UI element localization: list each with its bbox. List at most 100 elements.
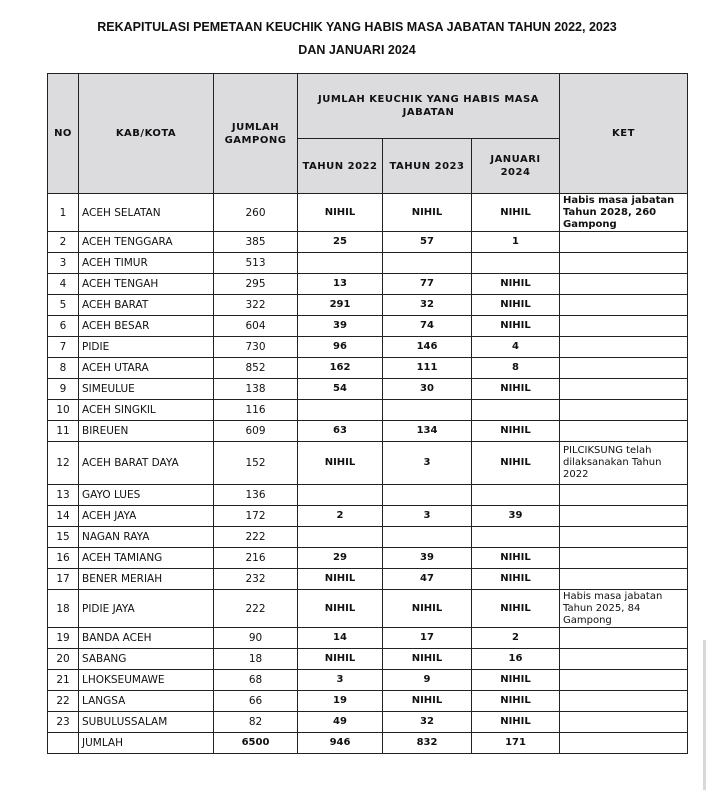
row-jumlah-gampong: 730 — [213, 336, 298, 358]
row-ket — [559, 315, 688, 337]
row-no: 15 — [47, 526, 79, 548]
table-row: 2 ACEH TENGGARA 385 25 57 1 — [47, 231, 688, 253]
row-2023 — [382, 484, 472, 506]
row-kab-kota: LHOKSEUMAWE — [78, 669, 214, 691]
row-jan-2024: 1 — [471, 231, 560, 253]
row-jan-2024: NIHIL — [471, 441, 560, 485]
row-jan-2024 — [471, 526, 560, 548]
row-2022: NIHIL — [297, 441, 383, 485]
row-kab-kota: ACEH UTARA — [78, 357, 214, 379]
row-ket — [559, 669, 688, 691]
row-2023: 17 — [382, 627, 472, 649]
row-jumlah-gampong: 82 — [213, 711, 298, 733]
row-2023: 32 — [382, 711, 472, 733]
row-kab-kota: ACEH SINGKIL — [78, 399, 214, 421]
table-row: 11 BIREUEN 609 63 134 NIHIL — [47, 420, 688, 442]
recap-table: NO KAB/KOTA JUMLAH GAMPONG JUMLAH KEUCHI… — [47, 73, 688, 754]
row-kab-kota: ACEH TENGGARA — [78, 231, 214, 253]
row-2022: 49 — [297, 711, 383, 733]
row-jan-2024: 4 — [471, 336, 560, 358]
table-row: 8 ACEH UTARA 852 162 111 8 — [47, 357, 688, 379]
row-no: 3 — [47, 252, 79, 274]
row-jumlah-gampong: 90 — [213, 627, 298, 649]
row-jan-2024: NIHIL — [471, 193, 560, 232]
row-ket — [559, 690, 688, 712]
row-2022: NIHIL — [297, 568, 383, 590]
row-2023: 134 — [382, 420, 472, 442]
table-row: 4 ACEH TENGAH 295 13 77 NIHIL — [47, 273, 688, 295]
row-2023: 39 — [382, 547, 472, 569]
row-2023: NIHIL — [382, 193, 472, 232]
row-2022: 13 — [297, 273, 383, 295]
row-2022: 291 — [297, 294, 383, 316]
row-jumlah-gampong: 68 — [213, 669, 298, 691]
row-no: 20 — [47, 648, 79, 670]
row-jumlah-gampong: 385 — [213, 231, 298, 253]
header-2023: TAHUN 2023 — [382, 138, 472, 194]
row-ket — [559, 294, 688, 316]
header-jan-2024: JANUARI 2024 — [471, 138, 560, 194]
total-2022: 946 — [297, 732, 383, 754]
row-jan-2024: NIHIL — [471, 420, 560, 442]
row-2022: NIHIL — [297, 193, 383, 232]
row-ket — [559, 357, 688, 379]
row-ket — [559, 484, 688, 506]
row-jan-2024: 16 — [471, 648, 560, 670]
row-2022 — [297, 399, 383, 421]
row-2022: 14 — [297, 627, 383, 649]
row-no: 9 — [47, 378, 79, 400]
row-jumlah-gampong: 609 — [213, 420, 298, 442]
row-kab-kota: ACEH BARAT DAYA — [78, 441, 214, 485]
row-ket — [559, 420, 688, 442]
row-jumlah-gampong: 295 — [213, 273, 298, 295]
row-2022: NIHIL — [297, 589, 383, 628]
row-kab-kota: SABANG — [78, 648, 214, 670]
total-row: JUMLAH 6500 946 832 171 — [47, 732, 688, 754]
row-kab-kota: ACEH JAYA — [78, 505, 214, 527]
row-2022 — [297, 526, 383, 548]
header-kab-kota: KAB/KOTA — [78, 73, 214, 194]
row-2022: 54 — [297, 378, 383, 400]
row-2023: 3 — [382, 505, 472, 527]
row-kab-kota: BANDA ACEH — [78, 627, 214, 649]
row-ket: Habis masa jabatan Tahun 2025, 84 Gampon… — [559, 589, 688, 628]
row-2022: 29 — [297, 547, 383, 569]
row-jumlah-gampong: 152 — [213, 441, 298, 485]
row-ket — [559, 568, 688, 590]
row-jumlah-gampong: 260 — [213, 193, 298, 232]
row-ket — [559, 252, 688, 274]
row-no: 11 — [47, 420, 79, 442]
scrollbar[interactable] — [703, 640, 706, 790]
row-ket — [559, 378, 688, 400]
table-row: 9 SIMEULUE 138 54 30 NIHIL — [47, 378, 688, 400]
row-2022: 2 — [297, 505, 383, 527]
row-jan-2024: 2 — [471, 627, 560, 649]
row-2022: 96 — [297, 336, 383, 358]
row-2023: 146 — [382, 336, 472, 358]
row-no: 18 — [47, 589, 79, 628]
row-2022 — [297, 252, 383, 274]
row-kab-kota: ACEH BESAR — [78, 315, 214, 337]
row-no: 4 — [47, 273, 79, 295]
row-kab-kota: ACEH BARAT — [78, 294, 214, 316]
document-title: REKAPITULASI PEMETAAN KEUCHIK YANG HABIS… — [97, 20, 617, 34]
row-2022 — [297, 484, 383, 506]
row-no: 6 — [47, 315, 79, 337]
row-jumlah-gampong: 513 — [213, 252, 298, 274]
row-no: 17 — [47, 568, 79, 590]
row-kab-kota: ACEH SELATAN — [78, 193, 214, 232]
document-subtitle: DAN JANUARI 2024 — [298, 43, 416, 57]
table-row: 6 ACEH BESAR 604 39 74 NIHIL — [47, 315, 688, 337]
row-jan-2024: NIHIL — [471, 547, 560, 569]
row-2022: 19 — [297, 690, 383, 712]
row-jumlah-gampong: 172 — [213, 505, 298, 527]
row-kab-kota: BENER MERIAH — [78, 568, 214, 590]
table-row: 23 SUBULUSSALAM 82 49 32 NIHIL — [47, 711, 688, 733]
row-2023: NIHIL — [382, 589, 472, 628]
table-row: 13 GAYO LUES 136 — [47, 484, 688, 506]
row-kab-kota: PIDIE JAYA — [78, 589, 214, 628]
row-jumlah-gampong: 216 — [213, 547, 298, 569]
row-ket — [559, 336, 688, 358]
row-jan-2024: NIHIL — [471, 568, 560, 590]
row-jan-2024: NIHIL — [471, 589, 560, 628]
